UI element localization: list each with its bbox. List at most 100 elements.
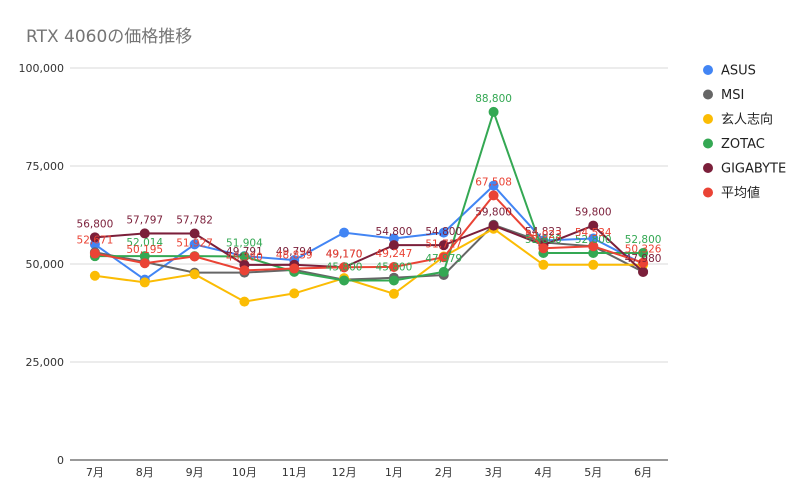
data-label: 54,823 [525, 226, 562, 238]
data-point [388, 240, 399, 251]
data-label: 50,326 [625, 244, 662, 256]
data-point [438, 252, 449, 263]
series-lines [89, 106, 649, 307]
data-label: 49,791 [226, 246, 263, 258]
series-line [94, 108, 644, 282]
x-tick-label: 2月 [435, 466, 453, 479]
x-tick-label: 11月 [282, 466, 307, 479]
data-label: 49,170 [326, 248, 363, 260]
data-label: 54,023 [525, 229, 562, 241]
data-labels: 52,014 51,904 45,800 45,800 47,979 88,800 52,8… [77, 93, 662, 274]
data-label: 52,800 [625, 234, 662, 246]
data-label: 47,979 [425, 253, 462, 265]
data-point [488, 180, 499, 191]
legend: ASUS MSI 玄人志向 ZOTAC GIGABYTE 平均値 [703, 64, 786, 201]
x-tick-label: 4月 [534, 466, 552, 479]
data-point [438, 266, 449, 277]
data-label: 48,839 [276, 250, 313, 262]
y-tick-label: 0 [57, 454, 64, 467]
data-point [638, 257, 649, 268]
data-point [239, 296, 250, 307]
series-4 [89, 220, 649, 277]
data-point [289, 288, 300, 299]
series-line [94, 184, 644, 281]
data-label: 52,800 [575, 234, 612, 246]
legend-marker [703, 187, 713, 198]
series-5 [89, 190, 649, 276]
data-label: 52,800 [525, 234, 562, 246]
data-point [339, 275, 350, 286]
data-point [388, 288, 399, 299]
x-tick-label: 8月 [136, 466, 154, 479]
series-line [94, 227, 644, 303]
data-point [588, 241, 599, 252]
data-label: 54,534 [575, 227, 612, 239]
legend-label: ASUS [721, 64, 756, 79]
data-point [189, 228, 200, 239]
data-label: 52,014 [126, 237, 163, 249]
data-point [189, 251, 200, 262]
data-label: 67,508 [475, 176, 512, 188]
data-label: 49,794 [276, 246, 313, 258]
data-point [538, 243, 549, 254]
data-point [139, 258, 150, 269]
data-point [189, 239, 200, 250]
y-tick-label: 25,000 [26, 356, 65, 369]
data-label: 49,170 [326, 248, 363, 260]
data-label: 48,380 [226, 251, 263, 263]
legend-marker [703, 163, 713, 173]
data-point [239, 251, 250, 262]
data-point [139, 228, 150, 239]
data-point [588, 233, 599, 244]
data-point [438, 240, 449, 251]
data-point [538, 259, 549, 270]
data-label: 57,797 [126, 214, 163, 226]
data-point [488, 190, 499, 201]
x-tick-label: 7月 [86, 466, 104, 479]
x-tick-label: 9月 [186, 466, 204, 479]
chart-title: RTX 4060の価格推移 [26, 27, 193, 47]
data-label: 52,671 [77, 235, 114, 247]
data-point [388, 261, 399, 272]
data-point [388, 275, 399, 286]
data-label: 56,800 [77, 218, 114, 230]
y-tick-label: 75,000 [26, 160, 65, 173]
x-tick-label: 5月 [584, 466, 602, 479]
legend-label: GIGABYTE [721, 162, 786, 177]
data-label: 88,800 [475, 93, 512, 105]
x-tick-label: 6月 [634, 466, 652, 479]
data-label: 59,800 [475, 207, 512, 219]
data-label: 50,195 [126, 244, 163, 256]
legend-label: 玄人志向 [721, 112, 773, 128]
data-point [139, 277, 150, 288]
data-label: 54,800 [425, 226, 462, 238]
legend-marker [703, 65, 713, 75]
x-tick-label: 12月 [332, 466, 357, 479]
legend-label: 平均値 [721, 185, 760, 201]
legend-label: MSI [721, 88, 744, 103]
data-point [638, 248, 649, 259]
data-label: 54,800 [376, 226, 413, 238]
data-point [588, 220, 599, 231]
data-point [638, 266, 649, 277]
data-point [488, 220, 499, 231]
x-tick-label: 10月 [232, 466, 257, 479]
data-label: 51,904 [226, 238, 263, 250]
data-point [89, 239, 100, 250]
y-axis-ticks: 0 25,000 50,000 75,000 100,000 [19, 62, 65, 467]
data-label: 59,800 [575, 207, 612, 219]
x-tick-label: 1月 [385, 466, 403, 479]
legend-marker [703, 89, 713, 100]
legend-marker [703, 114, 713, 124]
data-label: 51,927 [176, 237, 213, 249]
legend-marker [703, 138, 713, 149]
data-point [488, 106, 499, 117]
y-tick-label: 100,000 [19, 62, 65, 75]
data-point [438, 227, 449, 238]
data-point [89, 232, 100, 243]
data-label: 47,980 [625, 253, 662, 265]
data-point [89, 270, 100, 281]
data-point [89, 248, 100, 259]
data-point [588, 259, 599, 270]
